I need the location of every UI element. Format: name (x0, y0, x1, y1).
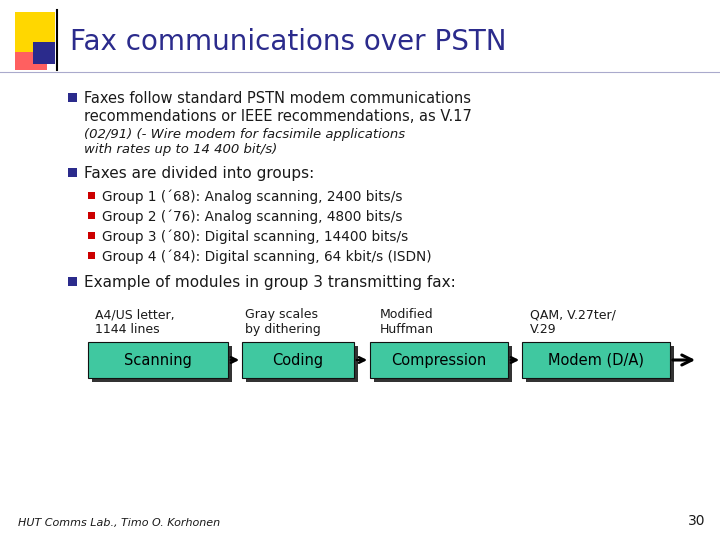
Bar (33, 42, 55, 64)
Bar (526, 346, 674, 382)
Text: Group 4 (´84): Digital scanning, 64 kbit/s (ISDN): Group 4 (´84): Digital scanning, 64 kbit… (102, 250, 431, 265)
Text: A4/US letter,: A4/US letter, (95, 308, 175, 321)
Text: Coding: Coding (272, 353, 323, 368)
Bar (88, 232, 95, 239)
Text: Group 1 (´68): Analog scanning, 2400 bits/s: Group 1 (´68): Analog scanning, 2400 bit… (102, 190, 402, 205)
Text: 30: 30 (688, 514, 705, 528)
Bar (15, 38, 47, 70)
Bar (522, 342, 670, 378)
Bar (88, 192, 95, 199)
Bar (68, 93, 77, 102)
Text: V.29: V.29 (530, 323, 557, 336)
Text: Group 3 (´80): Digital scanning, 14400 bits/s: Group 3 (´80): Digital scanning, 14400 b… (102, 230, 408, 245)
Bar (88, 342, 228, 378)
Bar (68, 168, 77, 177)
Text: Huffman: Huffman (380, 323, 434, 336)
Bar (88, 252, 95, 259)
Text: QAM, V.27ter/: QAM, V.27ter/ (530, 308, 616, 321)
Text: 1144 lines: 1144 lines (95, 323, 160, 336)
Text: Example of modules in group 3 transmitting fax:: Example of modules in group 3 transmitti… (84, 275, 456, 290)
Bar (246, 346, 358, 382)
Bar (374, 346, 512, 382)
Text: Faxes are divided into groups:: Faxes are divided into groups: (84, 166, 314, 181)
Text: with rates up to 14 400 bit/s): with rates up to 14 400 bit/s) (84, 143, 277, 156)
Text: Faxes follow standard PSTN modem communications: Faxes follow standard PSTN modem communi… (84, 91, 471, 106)
Bar (92, 346, 232, 382)
Bar (370, 342, 508, 378)
Text: Scanning: Scanning (124, 353, 192, 368)
Text: Fax communications over PSTN: Fax communications over PSTN (70, 28, 506, 56)
Text: HUT Comms Lab., Timo O. Korhonen: HUT Comms Lab., Timo O. Korhonen (18, 518, 220, 528)
Text: Modified: Modified (380, 308, 433, 321)
Bar (15, 12, 55, 52)
Bar (242, 342, 354, 378)
Text: Modem (D/A): Modem (D/A) (548, 353, 644, 368)
Text: Group 2 (´76): Analog scanning, 4800 bits/s: Group 2 (´76): Analog scanning, 4800 bit… (102, 210, 402, 225)
Bar (68, 277, 77, 286)
Text: (02/91) (- Wire modem for facsimile applications: (02/91) (- Wire modem for facsimile appl… (84, 128, 405, 141)
Text: recommendations or IEEE recommendations, as V.17: recommendations or IEEE recommendations,… (84, 109, 472, 124)
Text: Compression: Compression (392, 353, 487, 368)
Text: Gray scales: Gray scales (245, 308, 318, 321)
Text: by dithering: by dithering (245, 323, 320, 336)
Bar (88, 212, 95, 219)
